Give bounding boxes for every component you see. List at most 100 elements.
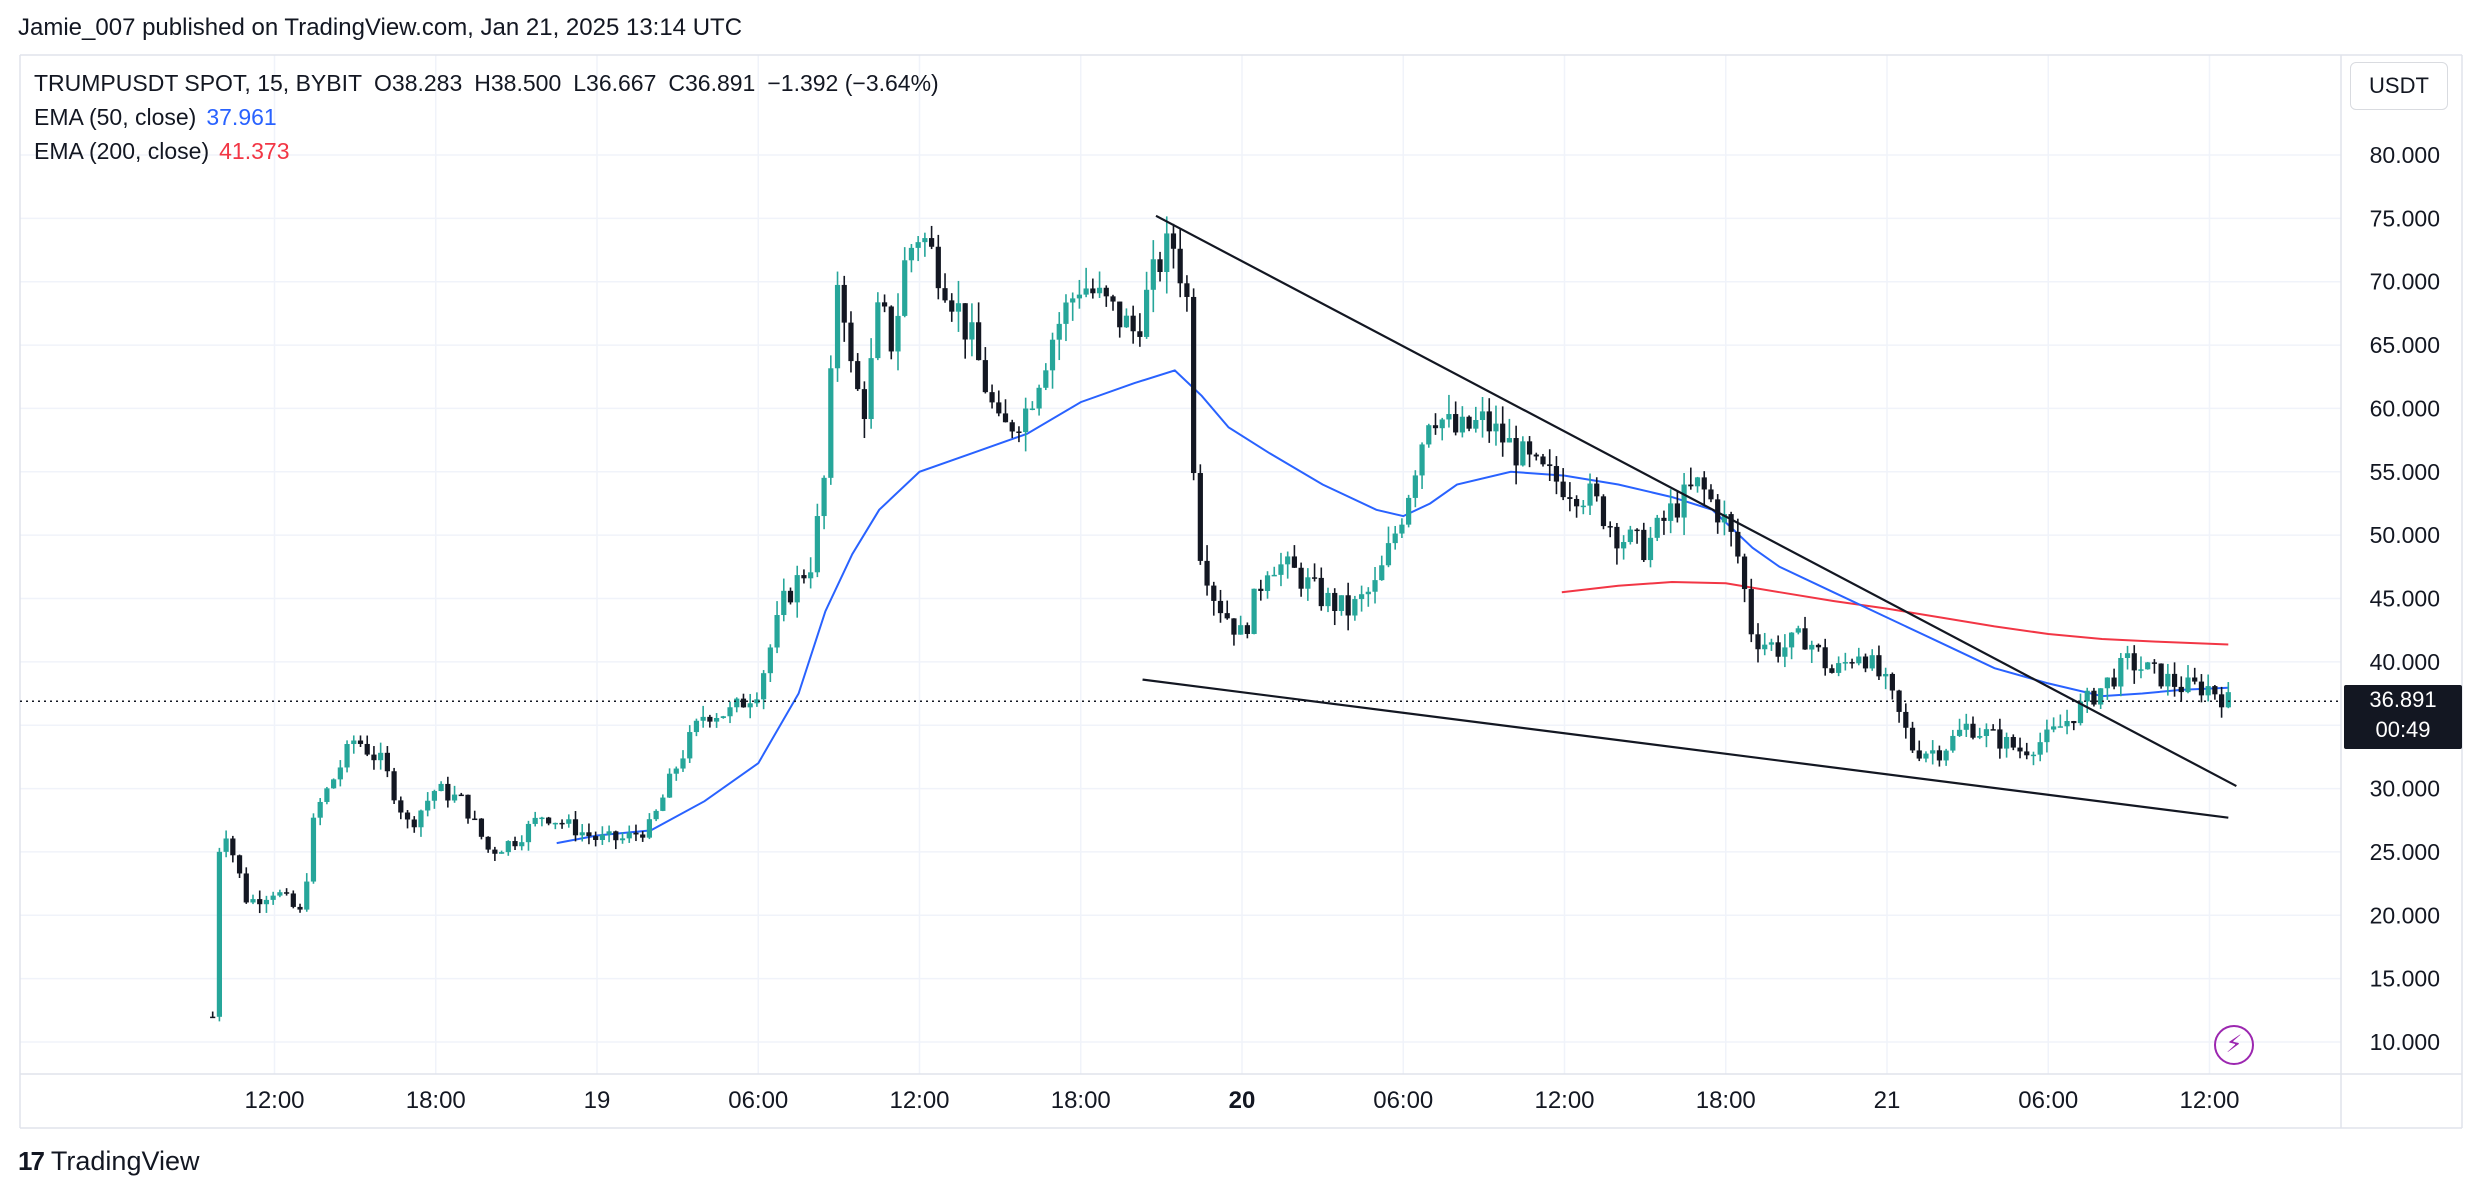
candle-body: [1399, 524, 1405, 534]
candle-body: [438, 783, 444, 792]
candle-body: [821, 477, 827, 517]
price-tick-label: 75.000: [2370, 205, 2440, 231]
price-tick-label: 45.000: [2370, 586, 2440, 612]
candle-body: [1815, 644, 1822, 648]
candle-body: [1345, 595, 1351, 616]
price-tick-label: 10.000: [2370, 1029, 2440, 1055]
candle-body: [1526, 441, 1533, 455]
candle-body: [1594, 483, 1600, 497]
symbol-label: TRUMPUSDT SPOT, 15, BYBIT: [34, 70, 363, 96]
price-tick-label: 20.000: [2370, 902, 2440, 928]
candle-body: [223, 838, 229, 852]
candle-body: [1406, 497, 1412, 525]
price-tick-label: 55.000: [2370, 459, 2440, 485]
candle-body: [1083, 288, 1089, 295]
candle-body: [1802, 628, 1808, 650]
candle-body: [1419, 444, 1425, 476]
time-tick-label: 12:00: [889, 1087, 949, 1114]
candle-body: [1372, 580, 1378, 592]
candle-body: [371, 754, 377, 761]
candle-body: [1883, 673, 1889, 677]
candle-body: [1325, 592, 1331, 607]
candle-body: [2138, 669, 2144, 671]
price-axis: 80.000 75.000 70.000 65.000 60.000 55.000 50.0…: [2370, 142, 2440, 1055]
candle-body: [1513, 438, 1519, 466]
candle-body: [626, 832, 632, 839]
candle-body: [1043, 370, 1049, 388]
candle-body: [1291, 556, 1298, 568]
candle-body: [1009, 422, 1015, 432]
candle-body: [1311, 577, 1318, 579]
candle-body: [1963, 723, 1969, 730]
candle-body: [512, 841, 518, 847]
candle-body: [579, 832, 585, 836]
candle-body: [1654, 517, 1660, 538]
candle-body: [1688, 484, 1694, 487]
candle-body: [1365, 591, 1371, 595]
candle-body: [418, 810, 424, 828]
candle-body: [1876, 655, 1882, 677]
candle-body: [660, 797, 666, 811]
candle-body: [559, 822, 565, 825]
candle-body: [1573, 498, 1580, 507]
candle-body: [942, 288, 948, 301]
candle-body: [1305, 577, 1311, 589]
candle-body: [1506, 438, 1513, 443]
candle-body: [1264, 575, 1271, 591]
candle-body: [1728, 514, 1734, 532]
candle-body: [1123, 315, 1130, 328]
candle-body: [1923, 753, 1929, 759]
candle-body: [2205, 686, 2211, 696]
candle-body: [2145, 662, 2151, 670]
candle-body: [2131, 653, 2137, 671]
candle-body: [774, 615, 780, 648]
candle-body: [404, 812, 411, 820]
tradingview-brand[interactable]: 17 TradingView: [18, 1146, 200, 1177]
currency-button[interactable]: USDT: [2350, 62, 2448, 110]
candle-body: [525, 823, 532, 843]
candle-body: [1856, 656, 1862, 664]
candle-body: [902, 260, 908, 316]
candle-body: [1170, 233, 1177, 249]
candle-body: [734, 698, 740, 708]
candle-body: [808, 572, 814, 579]
ema-50-legend[interactable]: EMA (50, close) 37.961: [34, 104, 277, 131]
candle-body: [1715, 499, 1721, 523]
time-axis: 12:00 18:00 19 06:00 12:00 18:00 20 06:00 12:00 1…: [244, 1087, 2239, 1114]
candle-body: [263, 899, 270, 905]
candle-body: [1889, 673, 1895, 691]
candle-body: [1076, 294, 1083, 299]
ema-200-label: EMA (200, close): [34, 138, 210, 164]
candle-body: [687, 732, 693, 759]
last-price-tag: 36.891 00:49: [2344, 685, 2462, 749]
candle-body: [861, 389, 868, 420]
ema-200-legend[interactable]: EMA (200, close) 41.373: [34, 138, 290, 165]
candle-body: [1426, 425, 1432, 445]
candle-body: [1762, 644, 1768, 650]
candle-body: [472, 818, 478, 821]
lightning-bolt-icon[interactable]: ⚡: [2214, 1025, 2254, 1065]
candle-body: [1318, 577, 1324, 607]
candle-body: [552, 822, 558, 825]
candle-body: [546, 817, 552, 824]
candle-body: [2024, 751, 2030, 756]
candle-body: [1849, 662, 1855, 664]
candle-body: [693, 720, 700, 733]
candle-body: [2064, 721, 2070, 727]
candle-body: [888, 306, 894, 352]
candle-body: [1184, 283, 1190, 297]
candle-body: [1352, 599, 1358, 616]
candle-body: [391, 771, 397, 801]
low-value: L36.667: [573, 70, 657, 96]
candle-body: [848, 322, 854, 362]
candle-body: [2212, 686, 2218, 695]
candle-body: [2218, 694, 2225, 708]
ema-50-line: [556, 369, 2229, 845]
candle-body: [1721, 514, 1728, 523]
candle-body: [653, 810, 659, 820]
candle-body: [1600, 496, 1607, 527]
candle-body: [351, 740, 357, 745]
candle-body: [680, 758, 686, 769]
price-tick-label: 60.000: [2370, 395, 2440, 421]
